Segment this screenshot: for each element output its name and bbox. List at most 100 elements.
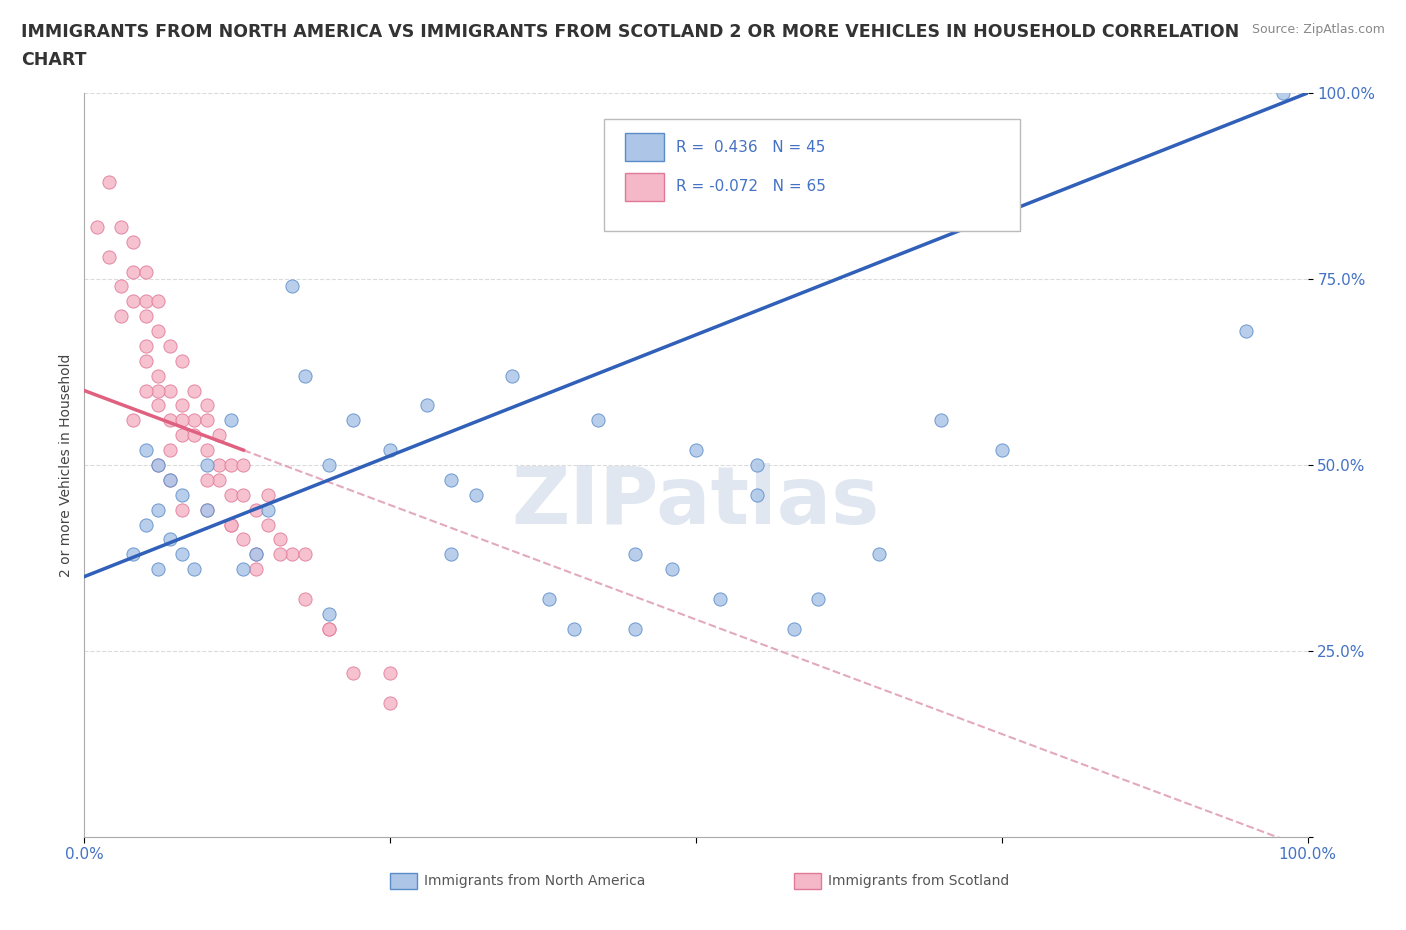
- Point: [562, 621, 585, 636]
- Point: [219, 517, 242, 532]
- Point: [318, 606, 340, 621]
- Point: [318, 621, 340, 636]
- Point: [219, 517, 242, 532]
- Point: [245, 547, 267, 562]
- Point: [122, 234, 145, 249]
- Point: [269, 532, 291, 547]
- Point: [146, 562, 169, 577]
- Point: [232, 487, 254, 502]
- Point: [624, 547, 647, 562]
- Point: [208, 428, 231, 443]
- Point: [146, 294, 169, 309]
- Point: [122, 413, 145, 428]
- Point: [294, 368, 316, 383]
- Point: [159, 383, 181, 398]
- Bar: [626, 173, 664, 201]
- Point: [159, 443, 181, 458]
- Point: [135, 443, 157, 458]
- Point: [661, 562, 683, 577]
- Bar: [794, 872, 821, 889]
- Text: ZIPatlas: ZIPatlas: [512, 463, 880, 541]
- Point: [869, 547, 891, 562]
- Point: [232, 458, 254, 472]
- Point: [538, 591, 561, 606]
- Point: [219, 458, 242, 472]
- Point: [159, 472, 181, 487]
- Point: [380, 443, 402, 458]
- Point: [342, 666, 364, 681]
- Point: [97, 249, 120, 264]
- Point: [159, 472, 181, 487]
- Point: [110, 279, 132, 294]
- Point: [86, 219, 108, 234]
- Point: [294, 547, 316, 562]
- Point: [159, 339, 181, 353]
- Point: [709, 591, 731, 606]
- Point: [135, 339, 157, 353]
- Point: [318, 621, 340, 636]
- Point: [172, 487, 194, 502]
- Y-axis label: 2 or more Vehicles in Household: 2 or more Vehicles in Household: [59, 353, 73, 577]
- Point: [232, 562, 254, 577]
- Bar: [391, 872, 418, 889]
- Bar: [626, 133, 664, 162]
- Point: [110, 219, 132, 234]
- Point: [146, 324, 169, 339]
- Point: [172, 353, 194, 368]
- Point: [232, 532, 254, 547]
- Text: Immigrants from Scotland: Immigrants from Scotland: [828, 874, 1010, 888]
- Point: [257, 487, 280, 502]
- Point: [807, 591, 830, 606]
- Point: [783, 621, 806, 636]
- Point: [685, 443, 707, 458]
- Point: [172, 398, 194, 413]
- Point: [195, 398, 218, 413]
- Point: [135, 294, 157, 309]
- Point: [208, 472, 231, 487]
- Point: [464, 487, 486, 502]
- Point: [586, 413, 609, 428]
- Point: [135, 383, 157, 398]
- Point: [172, 428, 194, 443]
- Point: [440, 472, 463, 487]
- Text: IMMIGRANTS FROM NORTH AMERICA VS IMMIGRANTS FROM SCOTLAND 2 OR MORE VEHICLES IN : IMMIGRANTS FROM NORTH AMERICA VS IMMIGRA…: [21, 23, 1239, 41]
- Point: [195, 443, 218, 458]
- Point: [747, 458, 769, 472]
- Point: [502, 368, 524, 383]
- Point: [281, 547, 304, 562]
- Text: R = -0.072   N = 65: R = -0.072 N = 65: [676, 179, 827, 194]
- Point: [122, 294, 145, 309]
- Point: [416, 398, 439, 413]
- Point: [195, 458, 218, 472]
- Point: [183, 413, 205, 428]
- Point: [380, 696, 402, 711]
- Point: [440, 547, 463, 562]
- Point: [269, 547, 291, 562]
- Point: [146, 368, 169, 383]
- Point: [183, 562, 205, 577]
- FancyBboxPatch shape: [605, 119, 1021, 231]
- Point: [245, 547, 267, 562]
- Point: [1236, 324, 1258, 339]
- Text: R =  0.436   N = 45: R = 0.436 N = 45: [676, 140, 825, 154]
- Point: [135, 353, 157, 368]
- Point: [146, 383, 169, 398]
- Point: [159, 413, 181, 428]
- Point: [195, 502, 218, 517]
- Point: [97, 175, 120, 190]
- Point: [747, 487, 769, 502]
- Point: [183, 428, 205, 443]
- Point: [135, 517, 157, 532]
- Text: Immigrants from North America: Immigrants from North America: [425, 874, 645, 888]
- Point: [281, 279, 304, 294]
- Point: [929, 413, 952, 428]
- Point: [219, 487, 242, 502]
- Point: [208, 458, 231, 472]
- Point: [146, 458, 169, 472]
- Text: Source: ZipAtlas.com: Source: ZipAtlas.com: [1251, 23, 1385, 36]
- Point: [245, 502, 267, 517]
- Point: [172, 413, 194, 428]
- Point: [318, 458, 340, 472]
- Point: [110, 309, 132, 324]
- Point: [135, 264, 157, 279]
